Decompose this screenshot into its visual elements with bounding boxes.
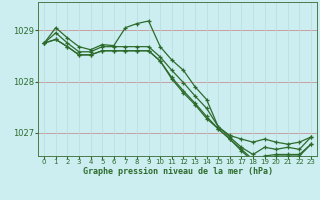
X-axis label: Graphe pression niveau de la mer (hPa): Graphe pression niveau de la mer (hPa)	[83, 167, 273, 176]
